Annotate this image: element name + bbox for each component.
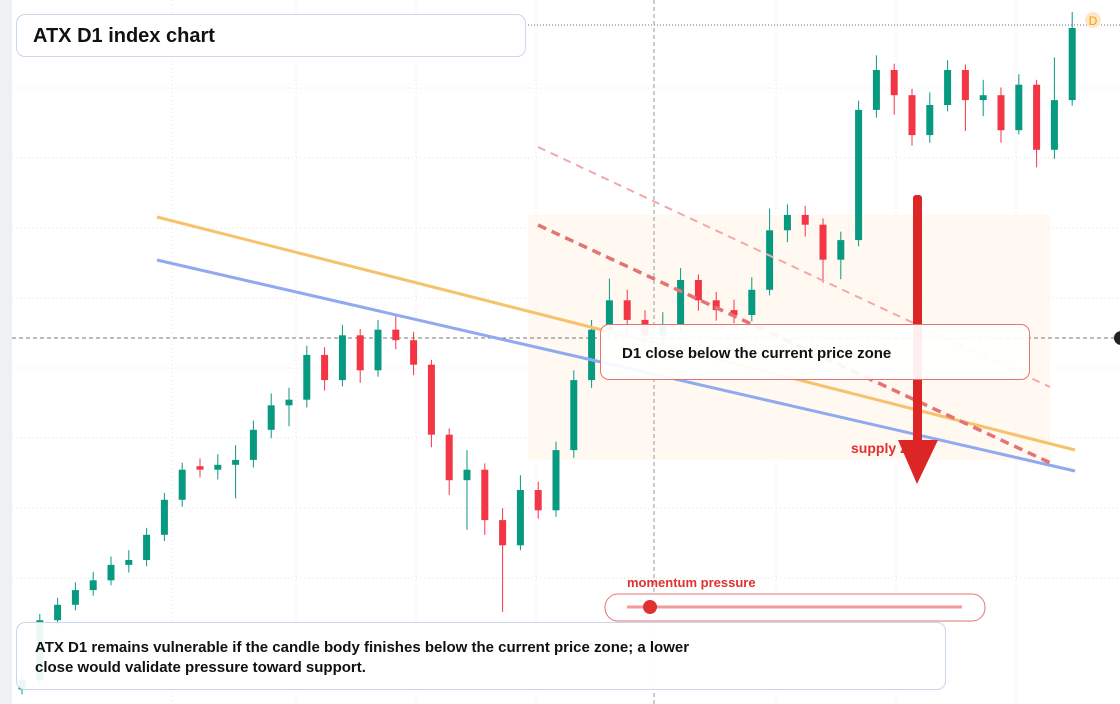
candle-body xyxy=(214,464,222,470)
candle-body xyxy=(499,520,507,546)
candle-body xyxy=(285,399,293,406)
candle-body xyxy=(623,300,631,320)
candle-body xyxy=(801,214,809,225)
candle-body xyxy=(445,434,453,481)
candle-body xyxy=(249,429,257,460)
candle-body xyxy=(783,214,791,231)
candle-body xyxy=(694,280,702,301)
badge xyxy=(1085,12,1101,28)
left-strip xyxy=(0,0,12,704)
candle-body xyxy=(944,70,952,105)
candle-body xyxy=(872,70,880,110)
candle-body xyxy=(570,380,578,451)
candle-body xyxy=(1068,28,1076,101)
edge-icon xyxy=(1114,331,1120,345)
candle-body xyxy=(748,289,756,315)
note-box: ATX D1 remains vulnerable if the candle … xyxy=(16,622,946,690)
candle-body xyxy=(552,450,560,511)
candle-body xyxy=(837,240,845,260)
candle-body xyxy=(356,335,364,371)
note-text: ATX D1 remains vulnerable if the candle … xyxy=(35,639,690,676)
candle-body xyxy=(926,105,934,136)
candle-body xyxy=(1015,84,1023,131)
candle-body xyxy=(766,230,774,290)
candle-body xyxy=(588,329,596,381)
badge-text: D xyxy=(1089,14,1098,28)
candle-body xyxy=(267,405,275,430)
candle-body xyxy=(392,329,400,341)
candle-body xyxy=(677,280,685,325)
slider-label: momentum pressure xyxy=(627,575,756,590)
candle-body xyxy=(125,560,133,565)
candle-body xyxy=(178,469,186,500)
candle-body xyxy=(908,95,916,136)
candle-body xyxy=(481,469,489,521)
candle-body xyxy=(1050,100,1058,150)
candle-body xyxy=(516,490,524,546)
candle-body xyxy=(997,95,1005,131)
candle-body xyxy=(143,534,151,560)
channel-line xyxy=(537,146,1051,388)
channel-line xyxy=(537,223,1056,467)
candle-body xyxy=(232,459,240,465)
candle-body xyxy=(534,490,542,511)
candle-body xyxy=(427,364,435,435)
arrow-head xyxy=(898,440,938,484)
candle-body xyxy=(855,109,863,241)
arrow-shaft xyxy=(913,195,922,445)
candle-body xyxy=(1033,84,1041,150)
candle-body xyxy=(819,224,827,260)
candle-body xyxy=(160,499,168,535)
candle-body xyxy=(196,466,204,470)
candle-body xyxy=(961,70,969,101)
candle-body xyxy=(89,580,97,591)
candle-body xyxy=(463,469,471,481)
candle-body xyxy=(374,329,382,371)
candle-body xyxy=(890,70,898,96)
candle-body xyxy=(71,590,79,605)
candle-body xyxy=(730,310,738,315)
candle-body xyxy=(979,95,987,101)
candle-body xyxy=(712,300,720,311)
title-box: ATX D1 index chart xyxy=(16,14,526,57)
candle-body xyxy=(338,335,346,381)
candle-body xyxy=(410,340,418,365)
candle-body xyxy=(321,354,329,381)
candle-body xyxy=(303,354,311,400)
callout-box: D1 close below the current price zone xyxy=(600,324,1030,380)
candle-body xyxy=(54,604,62,621)
candle-body xyxy=(107,564,115,581)
candles xyxy=(18,11,1076,695)
candle-body xyxy=(605,300,613,330)
slider-knob[interactable] xyxy=(643,600,657,614)
